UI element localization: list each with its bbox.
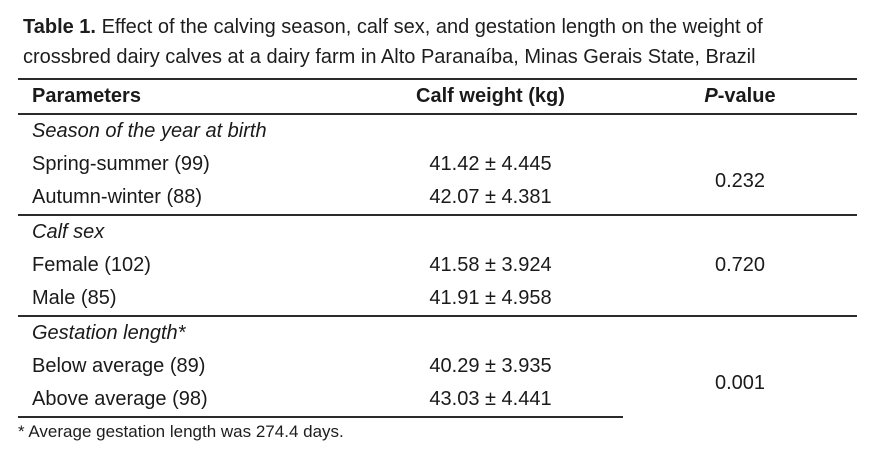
section-header-season: Season of the year at birth bbox=[32, 120, 267, 142]
p-value-cell-gestation: 0.001 bbox=[714, 372, 766, 394]
calf-weight-cell: 41.91 ± 4.958 bbox=[429, 287, 552, 309]
header-row: Parameters Calf weight (kg) P-value bbox=[18, 78, 857, 115]
parameter-cell: Spring-summer (99) bbox=[32, 153, 210, 175]
table-caption-line1: Effect of the calving season, calf sex, … bbox=[101, 16, 763, 38]
p-value-header-italic: P bbox=[704, 85, 718, 107]
column-header-p-value: P-value bbox=[623, 78, 857, 115]
calf-weight-cell: 43.03 ± 4.441 bbox=[358, 383, 623, 418]
table-caption-line2: crossbred dairy calves at a dairy farm i… bbox=[23, 46, 756, 68]
parameter-cell: Autumn-winter (88) bbox=[32, 186, 203, 208]
page: Table 1. Effect of the calving season, c… bbox=[18, 12, 857, 441]
table-row: Male (85) 41.91 ± 4.958 bbox=[18, 282, 857, 316]
p-value-header-rest: -value bbox=[717, 85, 776, 107]
calf-weight-cell: 42.07 ± 4.381 bbox=[429, 186, 552, 208]
table-caption-label: Table 1. bbox=[23, 16, 96, 38]
column-header-calf-weight: Calf weight (kg) bbox=[358, 78, 623, 115]
p-value-cell-calf-sex: 0.720 bbox=[714, 254, 766, 276]
section-header-row-calf-sex: Calf sex bbox=[18, 214, 857, 249]
table-row: Above average (98) 43.03 ± 4.441 bbox=[18, 383, 857, 418]
table-row: Spring-summer (99) 41.42 ± 4.445 0.232 bbox=[18, 148, 857, 192]
table-row: Below average (89) 40.29 ± 3.935 0.001 bbox=[18, 350, 857, 394]
table-row: Autumn-winter (88) 42.07 ± 4.381 bbox=[18, 181, 857, 215]
parameter-cell: Female (102) bbox=[32, 254, 151, 276]
calf-weight-cell: 40.29 ± 3.935 bbox=[429, 355, 552, 377]
parameter-cell: Above average (98) bbox=[18, 383, 358, 418]
table-footnote: * Average gestation length was 274.4 day… bbox=[18, 422, 344, 441]
p-value-cell-season: 0.232 bbox=[714, 169, 766, 192]
table-caption: Table 1. Effect of the calving season, c… bbox=[23, 12, 857, 72]
section-header-row-gestation: Gestation length* bbox=[18, 315, 857, 350]
column-header-parameters: Parameters bbox=[18, 78, 358, 115]
section-header-gestation: Gestation length* bbox=[18, 315, 857, 350]
section-header-row-season: Season of the year at birth bbox=[18, 114, 857, 148]
parameter-cell: Male (85) bbox=[32, 287, 117, 309]
parameter-cell: Below average (89) bbox=[32, 355, 206, 377]
calf-weight-cell: 41.58 ± 3.924 bbox=[429, 254, 552, 276]
calf-weight-cell: 41.42 ± 4.445 bbox=[429, 153, 552, 175]
table-row: Female (102) 41.58 ± 3.924 0.720 bbox=[18, 249, 857, 282]
results-table: Parameters Calf weight (kg) P-value Seas… bbox=[18, 78, 857, 418]
section-header-calf-sex: Calf sex bbox=[18, 214, 857, 249]
